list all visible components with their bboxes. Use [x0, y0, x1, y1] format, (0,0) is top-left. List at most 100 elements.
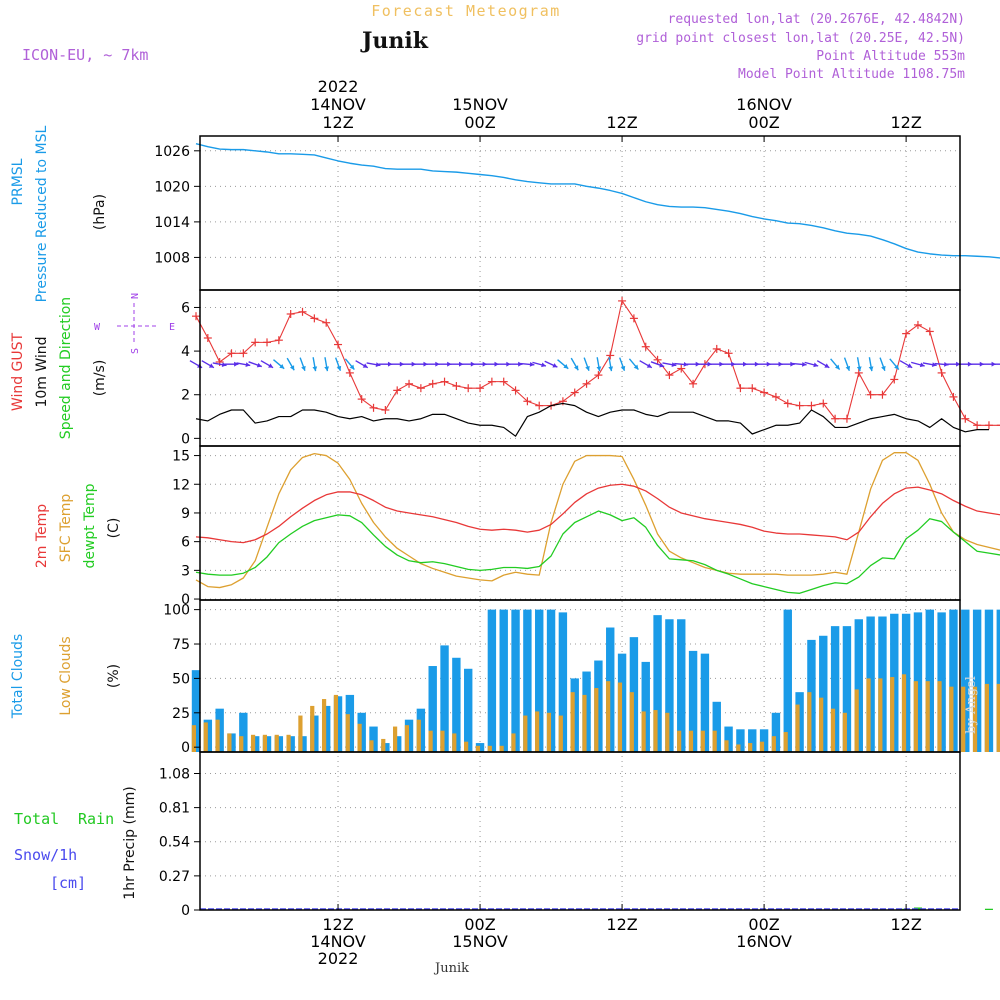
arrow-head: [919, 362, 925, 368]
gust-marker: [203, 334, 212, 342]
gust-marker: [854, 368, 863, 377]
wind-direction-arrow: [508, 361, 523, 367]
wind-direction-arrow: [830, 358, 841, 370]
low-cloud-bar: [606, 681, 611, 752]
total-cloud-bar: [819, 635, 828, 752]
gust-marker: [973, 421, 982, 430]
arrow-head: [967, 361, 973, 367]
arrow-head: [766, 361, 772, 367]
wind-direction-arrow: [650, 361, 665, 368]
y-tick-label: 3: [181, 563, 190, 579]
wind-direction-arrow: [911, 361, 925, 368]
wind-direction-arrow: [224, 361, 239, 367]
wind-direction-arrow: [981, 361, 996, 367]
top-time-label: 00Z: [748, 113, 779, 132]
requested-coords: requested lon,lat (20.2676E, 42.4842N): [668, 12, 965, 27]
low-cloud-bar: [996, 683, 1000, 752]
low-cloud-bar: [629, 692, 634, 752]
arrow-head: [447, 361, 452, 367]
gust-marker: [842, 414, 851, 423]
low-cloud-bar: [428, 730, 433, 752]
temp-2m-line: [195, 483, 1000, 544]
arrow-head: [423, 361, 428, 367]
arrow-head: [707, 361, 712, 367]
gust-marker: [322, 318, 331, 327]
gust-marker: [653, 355, 662, 364]
low-cloud-bar: [949, 686, 954, 752]
gust-marker: [748, 384, 757, 393]
gust-marker: [263, 338, 272, 347]
total-cloud-bar: [665, 619, 674, 752]
low-cloud-bar: [759, 741, 765, 752]
arrow-head: [494, 361, 499, 367]
y-tick-label: 1020: [154, 179, 190, 195]
gust-marker: [416, 384, 425, 393]
arrow-head: [596, 366, 602, 372]
precip-rain-label: Rain: [78, 810, 114, 828]
wind-direction-arrow: [804, 361, 819, 368]
gust-marker: [511, 386, 520, 395]
wind-direction-arrow: [993, 363, 1000, 365]
total-cloud-bar: [736, 729, 745, 752]
gust-marker: [689, 379, 698, 388]
pressure-line: [195, 143, 1000, 259]
gust-marker: [582, 379, 591, 388]
wind-direction-arrow: [721, 361, 736, 367]
low-cloud-bar: [890, 677, 895, 752]
pressure-label-desc: Pressure Reduced to MSL: [34, 125, 50, 302]
wind-direction-arrow: [757, 361, 772, 367]
y-tick-label: 75: [172, 637, 190, 653]
low-cloud-bar: [925, 681, 930, 752]
low-cloud-bar: [901, 674, 907, 752]
wind-direction-arrow: [745, 361, 760, 367]
arrow-head: [289, 365, 295, 371]
gust-marker: [665, 371, 674, 380]
wind-direction-arrow: [899, 360, 913, 369]
wind-direction-arrow: [557, 359, 569, 370]
arrow-head: [256, 362, 262, 368]
wind-direction-arrow: [780, 361, 795, 367]
wind-direction-arrow: [449, 361, 464, 367]
gust-marker: [831, 414, 840, 423]
total-cloud-bar: [961, 609, 970, 752]
y-tick-label: 1026: [154, 144, 190, 160]
gust-marker: [535, 401, 544, 410]
wind-direction-arrow: [733, 361, 748, 367]
arrow-head: [620, 365, 626, 371]
low-cloud-bar: [570, 692, 575, 752]
gust-marker: [807, 401, 816, 410]
wind-speed-line: [195, 402, 989, 437]
arrow-head: [743, 361, 748, 367]
arrow-head: [312, 366, 318, 372]
low-cloud-bar: [546, 712, 552, 752]
total-cloud-bar: [677, 619, 686, 752]
gust-marker: [736, 384, 745, 393]
gust-marker: [819, 399, 828, 408]
label-layer: 1008101410201026024603691215025507510000…: [154, 77, 921, 968]
wind-direction-arrow: [413, 361, 428, 367]
arrow-head: [506, 361, 511, 367]
wind-gust-label: Wind GUST: [10, 332, 26, 411]
wind-direction-arrow: [473, 361, 488, 367]
wind-direction-arrow: [686, 361, 701, 367]
clouds-total-label: Total Clouds: [10, 634, 26, 719]
total-cloud-bar: [464, 668, 473, 752]
arrow-head: [979, 361, 985, 367]
low-cloud-bar: [523, 715, 528, 752]
top-time-label: 2022: [318, 77, 359, 96]
wind-direction-arrow: [437, 361, 452, 367]
gust-marker: [594, 371, 603, 380]
arrow-head: [208, 363, 214, 368]
bottom-time-label: 2022: [318, 949, 359, 968]
wind-direction-arrow: [970, 361, 985, 367]
wind-direction-arrow: [570, 357, 579, 371]
arrow-head: [573, 365, 579, 371]
gust-marker: [724, 349, 733, 358]
pressure-label-prmsl: PRMSL: [10, 158, 26, 205]
total-cloud-bar: [759, 729, 769, 752]
arrow-head: [944, 362, 949, 367]
arrow-head: [868, 366, 874, 372]
gust-marker: [925, 327, 934, 336]
gust-marker: [949, 392, 958, 401]
gust-marker: [629, 314, 638, 323]
